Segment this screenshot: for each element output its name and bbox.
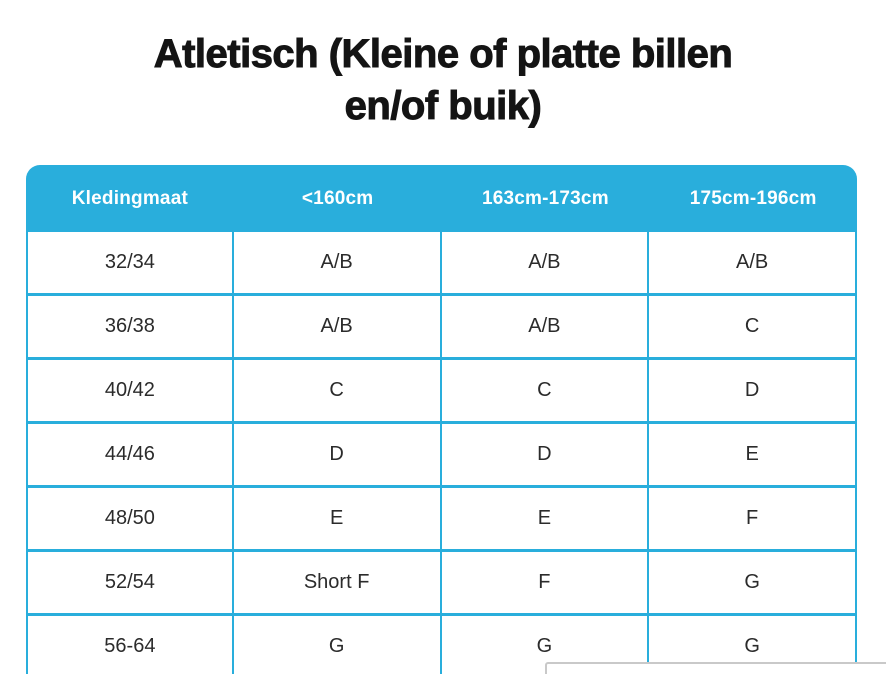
column-header-175-196cm: 175cm-196cm [649, 165, 857, 232]
size-cell: C [233, 360, 442, 424]
table-header-row: Kledingmaat <160cm 163cm-173cm 175cm-196… [26, 165, 857, 232]
row-label-size: 48/50 [26, 488, 234, 552]
size-cell: D [233, 424, 442, 488]
size-cell: A/B [441, 296, 650, 360]
row-label-size: 36/38 [26, 296, 234, 360]
table-row: 40/42 C C D [26, 360, 857, 424]
table-row: 36/38 A/B A/B C [26, 296, 857, 360]
row-label-size: 56-64 [26, 616, 234, 674]
size-cell: C [441, 360, 650, 424]
page-title-line-1: Atletisch (Kleine of platte billen [153, 32, 733, 77]
size-cell: A/B [233, 296, 442, 360]
size-cell: F [441, 552, 650, 616]
overlay-panel-edge [545, 662, 886, 674]
page-title: Atletisch (Kleine of platte billen en/of… [0, 28, 886, 132]
size-cell: E [441, 488, 650, 552]
size-cell: D [649, 360, 857, 424]
size-cell: A/B [233, 232, 442, 296]
size-cell: C [649, 296, 857, 360]
size-cell: D [441, 424, 650, 488]
table-row: 52/54 Short F F G [26, 552, 857, 616]
size-cell: G [233, 616, 442, 674]
column-header-kledingmaat: Kledingmaat [26, 165, 234, 232]
table-row: 44/46 D D E [26, 424, 857, 488]
row-label-size: 32/34 [26, 232, 234, 296]
table-row: 48/50 E E F [26, 488, 857, 552]
column-header-under-160cm: <160cm [233, 165, 442, 232]
size-cell: Short F [233, 552, 442, 616]
size-cell: F [649, 488, 857, 552]
size-cell: G [649, 552, 857, 616]
size-cell: A/B [649, 232, 857, 296]
size-cell: E [649, 424, 857, 488]
row-label-size: 40/42 [26, 360, 234, 424]
column-header-163-173cm: 163cm-173cm [441, 165, 650, 232]
page-title-line-2: en/of buik) [344, 84, 542, 129]
size-cell: A/B [441, 232, 650, 296]
row-label-size: 52/54 [26, 552, 234, 616]
row-label-size: 44/46 [26, 424, 234, 488]
size-cell: E [233, 488, 442, 552]
table-row: 32/34 A/B A/B A/B [26, 232, 857, 296]
size-chart-table: Kledingmaat <160cm 163cm-173cm 175cm-196… [26, 165, 857, 674]
